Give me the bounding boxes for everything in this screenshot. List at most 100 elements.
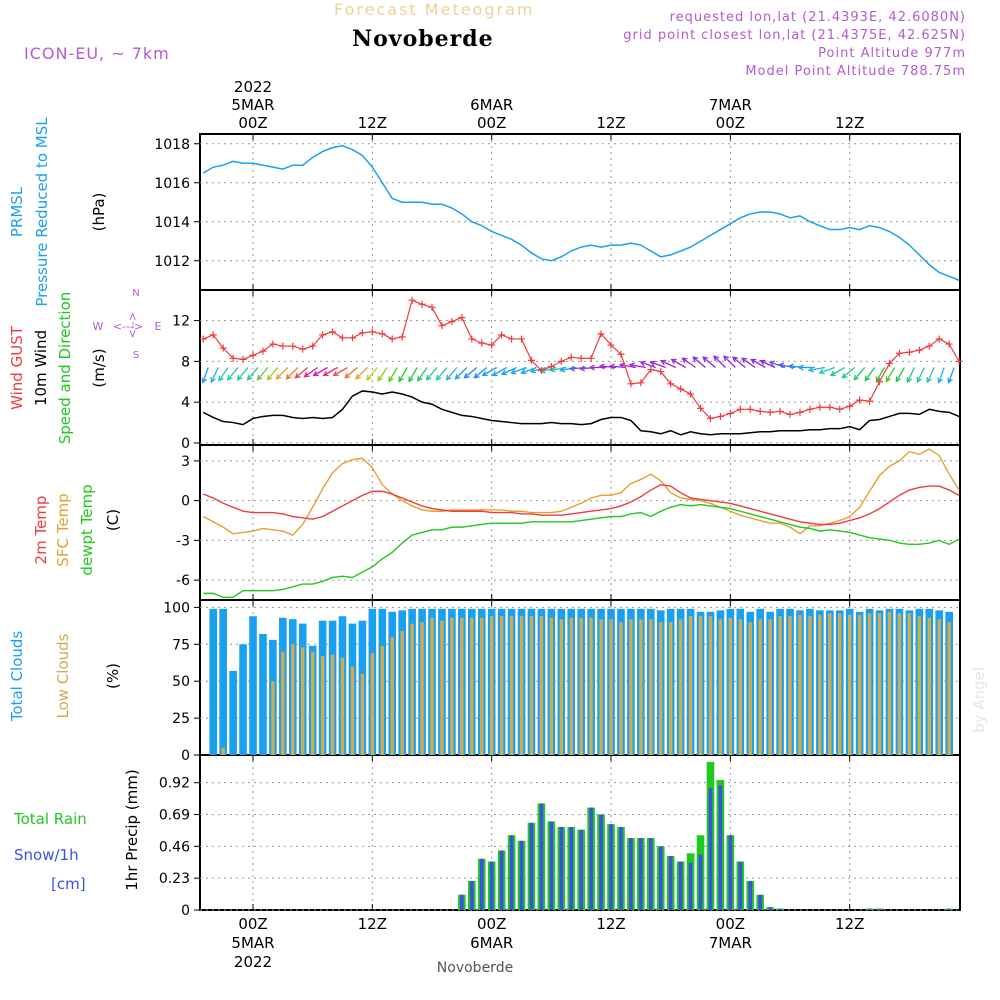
wind-arrow-shaft bbox=[906, 367, 915, 383]
wind-arrow-shaft bbox=[323, 366, 338, 377]
gust-marker bbox=[905, 348, 913, 356]
top-time-label: 12Z bbox=[596, 114, 625, 132]
low-cloud-bar bbox=[728, 617, 733, 755]
gust-marker bbox=[249, 351, 257, 359]
wind-arrow-shaft bbox=[750, 358, 766, 369]
wind-arrow bbox=[510, 366, 527, 375]
snow-bar bbox=[539, 803, 544, 910]
y-tick-label: 25 bbox=[172, 711, 190, 727]
wind-arrow-head bbox=[332, 370, 339, 377]
wind-arrow-shaft bbox=[830, 366, 846, 377]
top-date-label: 7MAR bbox=[709, 96, 752, 114]
low-cloud-bar bbox=[330, 654, 335, 755]
wind-arrow bbox=[285, 367, 299, 380]
snow-bar bbox=[479, 858, 484, 910]
sfc-temp-line bbox=[202, 448, 960, 536]
wind-arrow bbox=[885, 367, 896, 383]
low-cloud-bar bbox=[788, 616, 792, 755]
gust-marker bbox=[945, 340, 953, 348]
low-cloud-bar bbox=[549, 617, 554, 755]
gust-marker bbox=[706, 414, 714, 422]
wind-arrow-head bbox=[275, 373, 282, 380]
wind-arrow-head bbox=[510, 368, 517, 375]
y-tick-label: 4 bbox=[181, 395, 190, 411]
wind-arrow bbox=[906, 367, 915, 384]
gust-marker bbox=[756, 407, 764, 415]
wind-arrow-head bbox=[210, 376, 216, 384]
snow-bar bbox=[499, 850, 504, 910]
y-tick-label: 0 bbox=[181, 748, 190, 764]
low-cloud-bar bbox=[529, 616, 534, 755]
gust-marker bbox=[209, 331, 217, 339]
wind-arrow-shaft bbox=[875, 367, 886, 382]
low-cloud-bar bbox=[370, 653, 375, 755]
snow-bar bbox=[778, 908, 782, 910]
snow-bar bbox=[639, 838, 643, 910]
gust-marker bbox=[806, 405, 814, 413]
gust-marker bbox=[329, 328, 337, 336]
snow-bar bbox=[649, 838, 653, 910]
gust-marker bbox=[279, 342, 287, 350]
gust-marker bbox=[816, 403, 824, 411]
wind-arrow-shaft bbox=[732, 356, 746, 368]
wind-arrow-shaft bbox=[355, 367, 368, 380]
wind-arrow-head bbox=[598, 363, 605, 370]
wind-arrow-head bbox=[303, 371, 310, 378]
wind-arrow bbox=[445, 367, 458, 381]
low-cloud-bar bbox=[808, 616, 812, 755]
y-tick-label: 0.46 bbox=[159, 839, 190, 855]
wind-arrow-head bbox=[916, 376, 922, 384]
snow-bar bbox=[708, 788, 713, 910]
wind-arrow-shaft bbox=[446, 367, 458, 381]
y-tick-label: 0.92 bbox=[159, 776, 190, 792]
gust-marker bbox=[537, 367, 545, 375]
dewpt-label: dewpt Temp bbox=[78, 484, 96, 575]
gust-marker bbox=[229, 354, 237, 362]
bottom-time-label: 12Z bbox=[358, 915, 387, 933]
low-cloud-bar bbox=[480, 617, 484, 755]
low-cloud-bar bbox=[589, 617, 593, 755]
low-cloud-bar bbox=[639, 619, 643, 755]
bottom-date-label: 7MAR bbox=[709, 934, 752, 952]
wind-arrow-head bbox=[578, 365, 586, 372]
wind-arrow-head bbox=[529, 367, 536, 374]
low-cloud-bar bbox=[848, 614, 852, 755]
bottom-date-label: 5MAR bbox=[231, 934, 274, 952]
footer-location: Novoberde bbox=[437, 960, 513, 976]
wind-arrow bbox=[853, 367, 866, 381]
wind-arrow bbox=[322, 366, 338, 377]
wind-arrow-shaft bbox=[819, 366, 836, 374]
low-cloud-bar bbox=[569, 617, 573, 755]
gust-marker bbox=[547, 362, 555, 370]
wind-arrow-shaft bbox=[398, 367, 408, 382]
wind-arrow-head bbox=[377, 375, 383, 382]
wind-arrow-head bbox=[344, 372, 351, 379]
wind-arrow-shaft bbox=[640, 361, 656, 369]
wind-arrow bbox=[454, 367, 468, 380]
low-cloud-bar bbox=[519, 616, 524, 755]
wind-arrow bbox=[377, 367, 388, 382]
snow-bar bbox=[559, 826, 564, 910]
low-cloud-bar bbox=[828, 613, 832, 755]
wind-arrow-head bbox=[937, 377, 943, 384]
wind-arrow bbox=[408, 367, 418, 383]
wind-arrow bbox=[926, 367, 935, 384]
low-cloud-bar bbox=[291, 644, 295, 755]
wind-arrow-head bbox=[768, 360, 776, 367]
snow-bar bbox=[519, 840, 524, 910]
wind-arrow-head bbox=[628, 362, 636, 369]
top-date-label: 5MAR bbox=[231, 96, 274, 114]
wind-arrow-head bbox=[445, 374, 452, 381]
total-clouds-label: Total Clouds bbox=[8, 631, 26, 723]
compass-south-label: S bbox=[133, 350, 139, 361]
snow-bar bbox=[758, 894, 762, 910]
y-tick-label: -3 bbox=[176, 533, 190, 549]
snow-bar bbox=[698, 854, 703, 910]
snow-bar bbox=[738, 861, 743, 910]
wind-arrow-head bbox=[692, 356, 699, 363]
wind-arrow-head bbox=[807, 366, 815, 373]
top-time-label: 00Z bbox=[477, 114, 506, 132]
wind-arrow bbox=[473, 367, 488, 379]
gust-marker bbox=[607, 341, 615, 349]
